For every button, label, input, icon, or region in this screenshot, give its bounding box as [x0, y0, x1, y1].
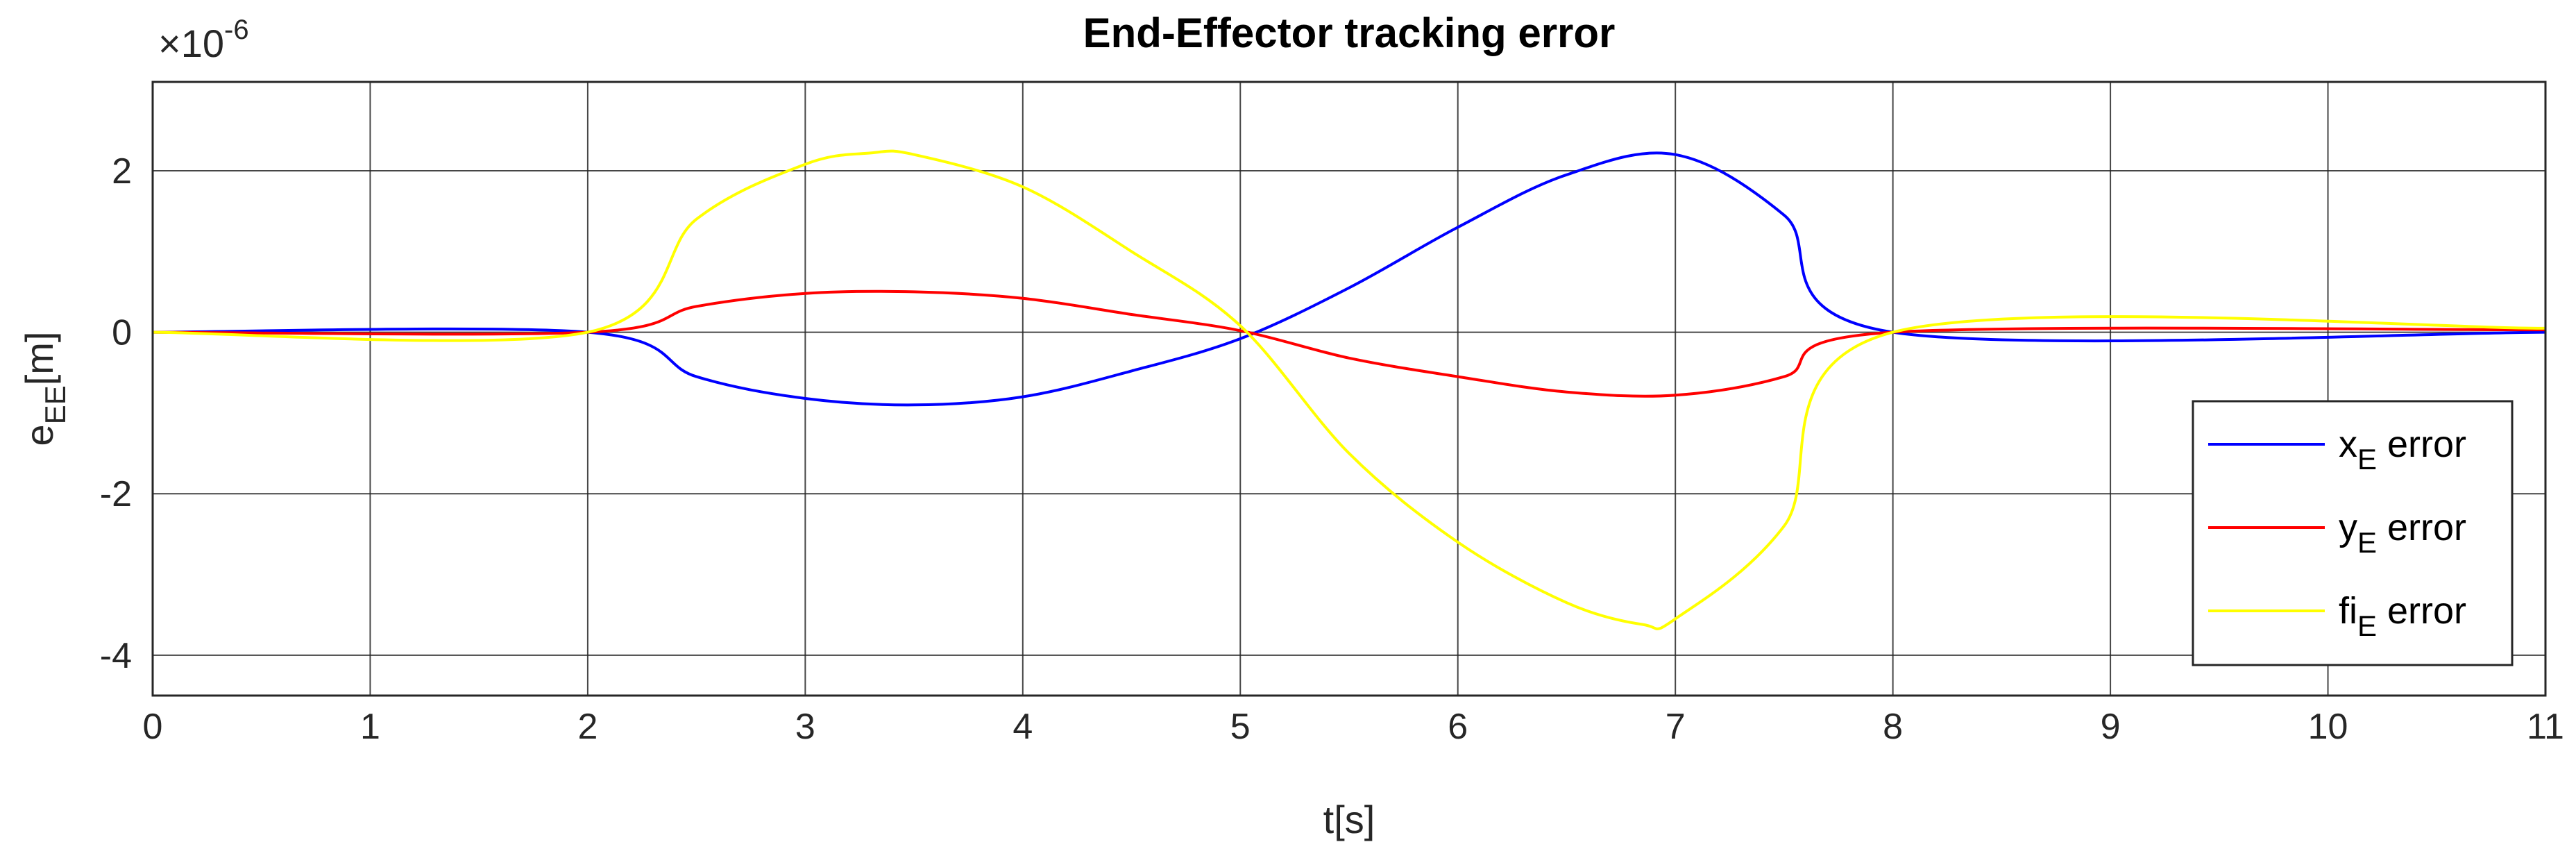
x-tick-label: 6	[1448, 707, 1468, 747]
x-tick-label: 10	[2308, 707, 2348, 747]
x-tick-label: 5	[1230, 707, 1251, 747]
series-lines	[152, 149, 2546, 630]
x-tick-label: 11	[2527, 707, 2564, 747]
y-exponent-label: ×10-6	[158, 15, 249, 65]
plot-area	[153, 82, 2545, 696]
x-axis-label: t[s]	[1323, 798, 1375, 841]
y-axis-label-sub: EE	[39, 385, 71, 424]
series-line-x-error	[152, 151, 2546, 407]
x-tick-label: 8	[1883, 707, 1903, 747]
y-tick-label: 2	[112, 151, 132, 192]
y-axis-label-unit: [m]	[17, 332, 61, 386]
legend-series-subscript: E	[2357, 526, 2377, 559]
y-tick-label: -2	[100, 474, 132, 514]
legend-series-name: x	[2339, 423, 2357, 465]
legend-entry-y-error: yE error	[2339, 507, 2466, 559]
x-tick-label: 9	[2101, 707, 2121, 747]
x-tick-label: 1	[360, 707, 380, 747]
legend-series-subscript: E	[2357, 443, 2377, 476]
x-tick-label: 7	[1666, 707, 1686, 747]
series-line-fi-error	[152, 149, 2546, 630]
exponent-power: -6	[224, 15, 249, 45]
x-tick-label: 3	[795, 707, 815, 747]
x-tick-labels: 0 1 2 3 4 5 6 7 8 9 10 11	[143, 707, 2564, 747]
legend-entry-x-error: xE error	[2339, 423, 2466, 476]
y-tick-label: -4	[100, 636, 132, 676]
y-axis-label: eEE[m]	[17, 332, 71, 446]
y-tick-labels: -4 -2 0 2	[100, 151, 132, 676]
legend-series-subscript: E	[2357, 609, 2377, 642]
series-line-y-error	[152, 289, 2546, 398]
legend-series-name: fi	[2339, 590, 2357, 632]
y-tick-label: 0	[112, 313, 132, 353]
x-tick-label: 4	[1012, 707, 1033, 747]
axes-frame	[151, 81, 2547, 697]
legend-series-suffix: error	[2377, 423, 2466, 465]
chart-title: End-Effector tracking error	[1083, 10, 1616, 56]
legend-series-suffix: error	[2377, 590, 2466, 632]
legend-entry-fi-error: fiE error	[2339, 590, 2466, 642]
legend-series-name: y	[2339, 507, 2357, 548]
x-tick-label: 2	[577, 707, 598, 747]
legend-series-suffix: error	[2377, 507, 2466, 548]
y-axis-label-main: e	[17, 424, 61, 446]
exponent-base: ×10	[158, 22, 224, 65]
x-tick-label: 0	[143, 707, 163, 747]
